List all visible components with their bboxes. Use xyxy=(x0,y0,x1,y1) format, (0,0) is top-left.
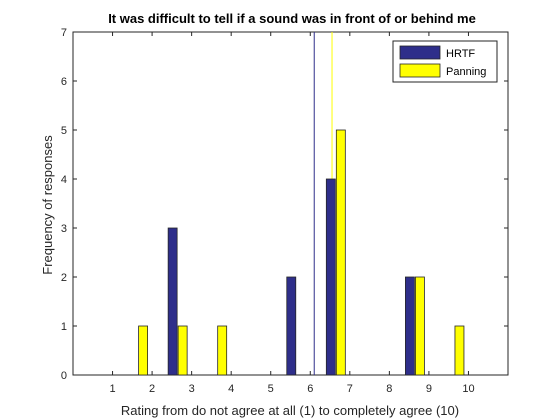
y-tick-label-4: 4 xyxy=(61,174,67,186)
bar-panning-4 xyxy=(217,325,228,376)
y-axis-label: Frequency of responses xyxy=(40,135,55,275)
bar-panning-3 xyxy=(177,325,188,376)
x-tick-label-1: 1 xyxy=(109,383,115,395)
x-tick-label-6: 6 xyxy=(307,383,313,395)
y-tick-label-6: 6 xyxy=(61,76,67,88)
x-axis-label: Rating from do not agree at all (1) to c… xyxy=(121,403,459,418)
x-tick-label-7: 7 xyxy=(347,383,353,395)
x-tick-label-8: 8 xyxy=(386,383,392,395)
bar-hrtf-7 xyxy=(325,178,336,376)
bar-panning-7 xyxy=(335,129,346,376)
x-tick-label-3: 3 xyxy=(189,383,195,395)
y-tick-label-5: 5 xyxy=(61,125,67,137)
y-tick-label-7: 7 xyxy=(61,27,67,39)
legend-label-panning: Panning xyxy=(446,66,486,78)
legend-swatch-panning xyxy=(399,63,441,78)
bar-panning-10 xyxy=(454,325,465,376)
legend-swatch-hrtf xyxy=(399,45,441,60)
y-tick-label-2: 2 xyxy=(61,272,67,284)
x-tick-label-4: 4 xyxy=(228,383,234,395)
y-tick-label-0: 0 xyxy=(61,370,67,382)
bar-panning-2 xyxy=(138,325,148,376)
bar-hrtf-3 xyxy=(167,227,178,376)
x-tick-label-9: 9 xyxy=(426,383,432,395)
x-tick-label-5: 5 xyxy=(268,383,274,395)
legend-label-hrtf: HRTF xyxy=(446,48,475,60)
legend: HRTF Panning xyxy=(392,40,498,83)
y-tick-label-1: 1 xyxy=(61,321,67,333)
chart-title: It was difficult to tell if a sound was … xyxy=(108,11,476,26)
bar-panning-9 xyxy=(415,276,425,376)
y-tick-label-3: 3 xyxy=(61,223,67,235)
x-tick-label-2: 2 xyxy=(149,383,155,395)
bar-hrtf-6 xyxy=(286,276,297,376)
bar-hrtf-9 xyxy=(405,276,415,376)
x-tick-label-10: 10 xyxy=(462,383,474,395)
